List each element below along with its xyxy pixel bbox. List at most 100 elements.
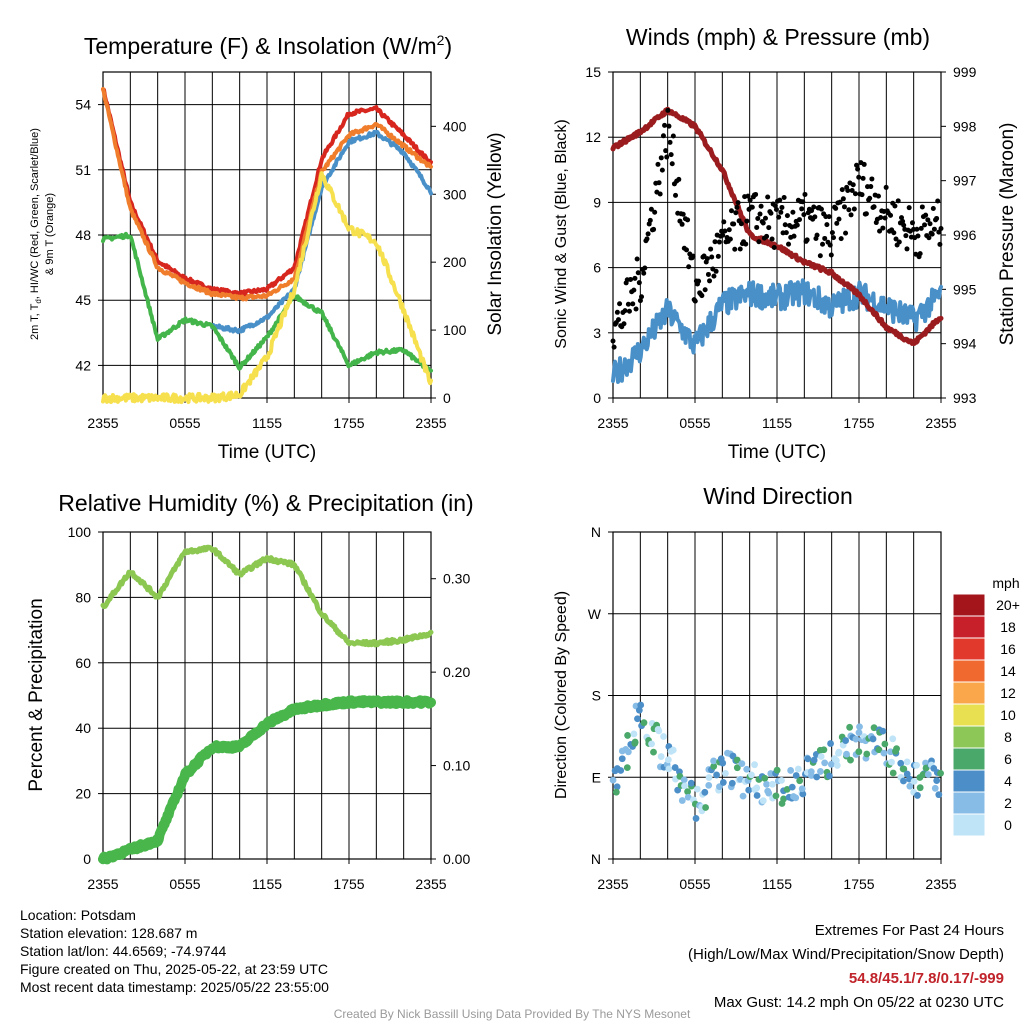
winds-gust-point bbox=[919, 204, 925, 210]
winds-gust-point bbox=[667, 139, 673, 145]
winds-gust-point bbox=[765, 194, 771, 200]
direction-point bbox=[769, 780, 776, 788]
direction-point bbox=[880, 749, 888, 757]
winds-gust-point bbox=[877, 228, 883, 234]
winds-series-0 bbox=[611, 278, 943, 384]
direction-x-tick-label: 0555 bbox=[679, 876, 710, 892]
winds-gust-point bbox=[860, 175, 866, 181]
temperature-xlabel: Time (UTC) bbox=[218, 442, 317, 463]
winds-gust-point bbox=[645, 231, 651, 237]
winds-gust-point bbox=[930, 206, 936, 212]
winds-gust-point bbox=[673, 192, 679, 198]
winds-x-tick-label: 2355 bbox=[925, 415, 956, 431]
direction-point bbox=[799, 790, 807, 798]
winds-gust-point bbox=[914, 226, 920, 232]
winds-gust-point bbox=[869, 176, 875, 182]
colorbar-title: mph bbox=[992, 575, 1019, 591]
direction-point bbox=[624, 732, 631, 739]
direction-point bbox=[728, 779, 736, 787]
direction-point bbox=[631, 739, 639, 747]
winds-gust-point bbox=[651, 226, 657, 232]
winds-gust-point bbox=[909, 220, 915, 226]
colorbar-swatch bbox=[952, 637, 986, 661]
direction-title: Wind Direction bbox=[703, 483, 853, 509]
direction-point bbox=[931, 784, 939, 792]
winds-gust-point bbox=[915, 233, 921, 239]
winds-gust-point bbox=[758, 203, 764, 209]
humidity-series-1 bbox=[98, 695, 436, 865]
winds-gust-point bbox=[626, 308, 632, 314]
direction-point bbox=[906, 782, 914, 790]
colorbar-swatch bbox=[952, 703, 986, 727]
temperature-x-tick-label: 1755 bbox=[333, 415, 364, 431]
winds-gust-point bbox=[935, 198, 941, 204]
humidity-grid bbox=[103, 532, 431, 859]
winds-gust-point bbox=[826, 214, 832, 220]
winds-gust-point bbox=[852, 191, 858, 197]
humidity-series-0 bbox=[100, 544, 434, 648]
direction-point bbox=[705, 781, 713, 789]
winds-gust-point bbox=[800, 199, 806, 205]
direction-series bbox=[609, 701, 944, 822]
winds-gust-point bbox=[791, 233, 797, 239]
winds-gust-point bbox=[856, 174, 862, 180]
winds-gust-point bbox=[760, 220, 766, 226]
winds-x-tick-label: 2355 bbox=[597, 415, 628, 431]
direction-point bbox=[796, 777, 804, 785]
winds-gust-point bbox=[733, 210, 739, 216]
winds-gust-point bbox=[904, 246, 910, 252]
direction-point bbox=[810, 756, 818, 764]
direction-y-tick-label: E bbox=[592, 769, 601, 785]
direction-point bbox=[705, 774, 713, 781]
direction-point bbox=[900, 777, 907, 785]
humidity-x-tick-label: 2355 bbox=[415, 876, 446, 892]
colorbar-swatch bbox=[952, 659, 986, 683]
direction-point bbox=[739, 792, 747, 800]
winds-gust-point bbox=[664, 154, 670, 160]
winds-gust-point bbox=[628, 277, 634, 283]
winds-gust-point bbox=[927, 221, 933, 227]
winds-gust-point bbox=[794, 222, 800, 228]
temperature-y2-tick-label: 100 bbox=[443, 322, 467, 338]
winds-gust-point bbox=[782, 222, 788, 228]
winds-gust-point bbox=[934, 215, 940, 221]
winds-gust-point bbox=[744, 218, 750, 224]
winds-gust-point bbox=[704, 256, 710, 262]
temperature-y2-tick-label: 0 bbox=[443, 390, 451, 406]
direction-point bbox=[778, 776, 785, 784]
direction-point bbox=[648, 740, 655, 748]
station-elevation: Station elevation: 128.687 m bbox=[20, 925, 198, 941]
temperature-y-tick-label: 42 bbox=[75, 357, 91, 373]
winds-gust-point bbox=[636, 280, 642, 286]
direction-point bbox=[681, 782, 688, 790]
winds-gust-point bbox=[922, 222, 928, 228]
colorbar-label: 14 bbox=[1000, 663, 1016, 679]
direction-point bbox=[748, 771, 755, 779]
winds-gust-point bbox=[617, 301, 623, 307]
colorbar-label: 18 bbox=[1000, 619, 1016, 635]
temperature-y-tick-label: 45 bbox=[75, 292, 91, 308]
winds-gust-point bbox=[801, 212, 807, 218]
direction-point bbox=[846, 723, 854, 731]
direction-point bbox=[833, 762, 841, 769]
winds-gust-point bbox=[888, 212, 894, 218]
winds-gust-point bbox=[923, 212, 929, 218]
winds-gust-point bbox=[896, 239, 902, 245]
winds-gust-point bbox=[824, 222, 830, 228]
temperature-x-tick-label: 0555 bbox=[169, 415, 200, 431]
direction-point bbox=[869, 735, 877, 743]
winds-gust-point bbox=[771, 244, 777, 250]
winds-gust-point bbox=[918, 225, 924, 231]
temperature-y-tick-label: 54 bbox=[75, 97, 91, 113]
winds-y-tick-label: 9 bbox=[593, 194, 601, 210]
winds-gust-point bbox=[837, 199, 843, 205]
colorbar-swatch bbox=[952, 593, 986, 617]
winds-gust-point bbox=[841, 204, 847, 210]
direction-point bbox=[765, 789, 773, 797]
winds-gust-point bbox=[836, 216, 842, 222]
temperature-ylabel-left-line2: & 9m T (Orange) bbox=[44, 193, 56, 275]
direction-point bbox=[807, 772, 815, 779]
winds-gust-point bbox=[727, 236, 733, 242]
direction-point bbox=[817, 768, 824, 775]
colorbar-swatch bbox=[952, 747, 986, 771]
